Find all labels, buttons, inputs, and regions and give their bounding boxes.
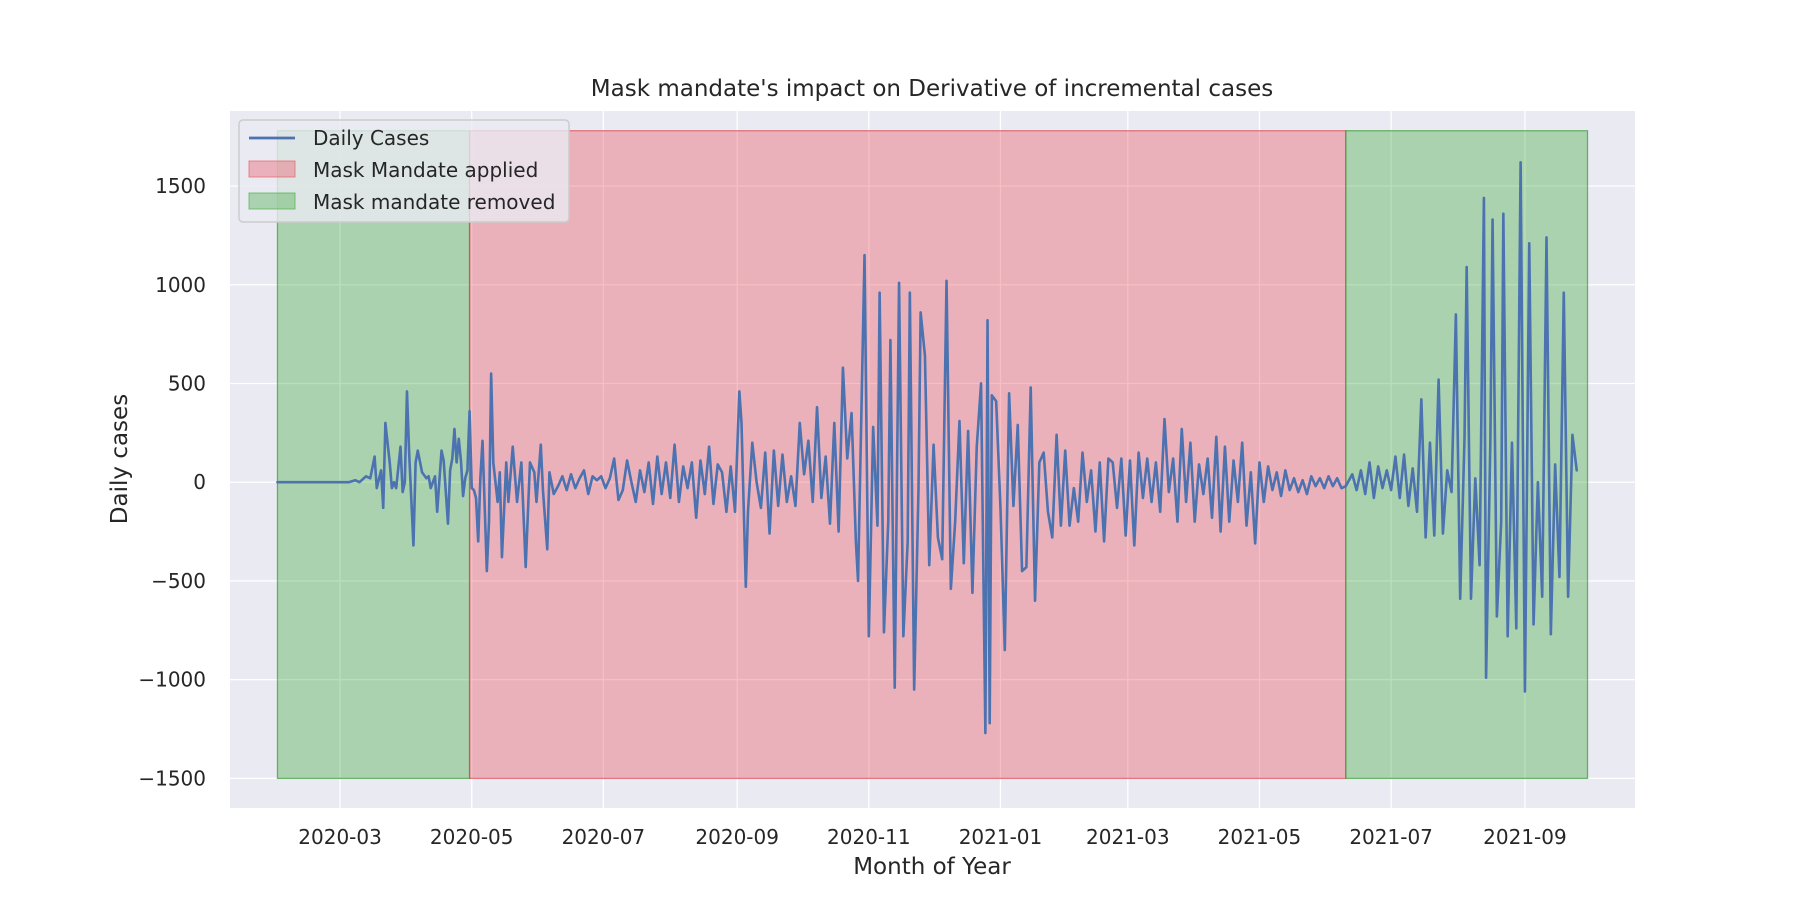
x-tick-label: 2021-01 [959, 825, 1043, 849]
x-tick-label: 2021-03 [1086, 825, 1170, 849]
legend-patch-swatch [248, 160, 296, 178]
y-tick-label: 1000 [155, 273, 206, 297]
y-tick-label: −1500 [138, 766, 206, 790]
x-tick-label: 2020-03 [298, 825, 382, 849]
x-tick-label: 2021-07 [1349, 825, 1433, 849]
legend-label: Mask mandate removed [313, 190, 555, 214]
x-tick-label: 2020-11 [827, 825, 911, 849]
x-tick-label: 2021-09 [1483, 825, 1567, 849]
y-tick-label: 500 [168, 371, 206, 395]
series-lines [276, 161, 1579, 735]
chart-title: Mask mandate's impact on Derivative of i… [591, 76, 1273, 102]
legend: Daily Cases Mask Mandate applied Mask ma… [238, 119, 570, 223]
x-tick-label: 2020-09 [695, 825, 779, 849]
series-line-daily-cases [276, 161, 1579, 735]
mandate-region [1345, 130, 1589, 780]
y-tick-label: −1000 [138, 668, 206, 692]
legend-label: Daily Cases [313, 126, 429, 150]
legend-patch-swatch [248, 192, 296, 210]
x-tick-label: 2020-07 [562, 825, 646, 849]
x-axis-title: Month of Year [853, 854, 1011, 880]
x-tick-label: 2021-05 [1218, 825, 1302, 849]
y-tick-label: 0 [193, 470, 206, 494]
x-tick-label: 2020-05 [430, 825, 514, 849]
mandate-region [276, 130, 471, 780]
mandate-regions [276, 130, 1589, 780]
x-tick-labels: 2020-03 2020-05 2020-07 2020-09 2020-11 2021-… [298, 825, 1566, 849]
legend-label: Mask Mandate applied [313, 158, 538, 182]
legend-box [238, 119, 570, 223]
y-tick-label: 1500 [155, 174, 206, 198]
y-tick-labels: 1500 1000 500 0 −500 −1000 −1500 [138, 174, 206, 790]
y-tick-label: −500 [151, 569, 206, 593]
y-axis-title: Daily cases [107, 394, 133, 524]
